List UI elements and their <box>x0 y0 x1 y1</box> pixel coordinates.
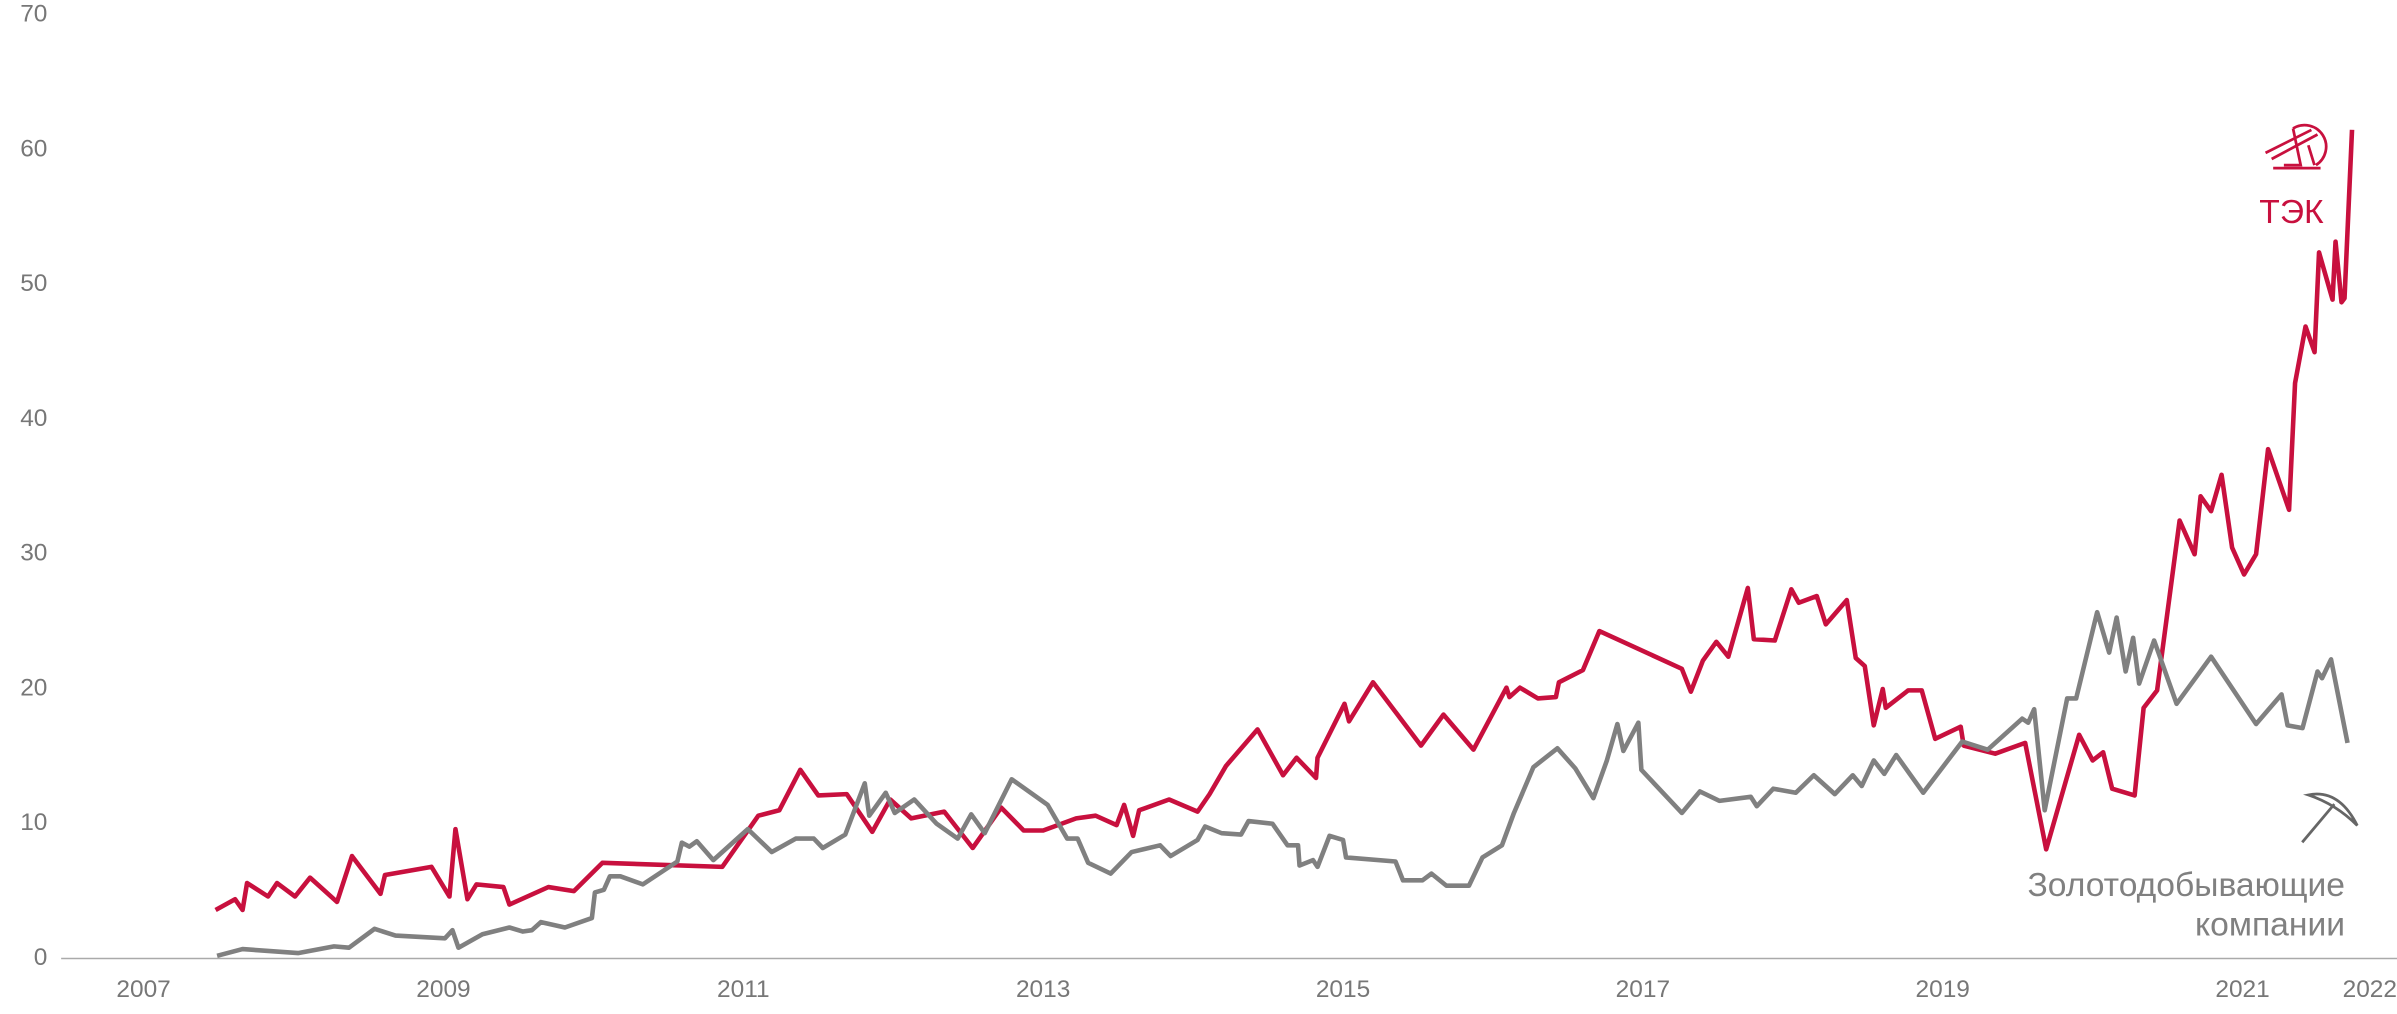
y-tick-label: 20 <box>20 674 47 701</box>
y-tick-label: 0 <box>34 944 48 971</box>
x-tick-label: 2022 <box>2343 976 2397 1003</box>
x-tick-label: 2015 <box>1316 976 1370 1003</box>
series-label: Золотодобывающие компании <box>2027 865 2346 944</box>
x-tick-label: 2007 <box>116 976 170 1003</box>
series-label: ТЭК <box>2259 192 2324 231</box>
y-tick-label: 40 <box>20 405 47 432</box>
series-line <box>214 129 2355 913</box>
x-tick-label: 2017 <box>1616 976 1670 1003</box>
x-tick-label: 2009 <box>416 976 470 1003</box>
oil-icon <box>2264 123 2328 170</box>
y-tick-label: 10 <box>20 809 47 836</box>
pickaxe-icon <box>2301 792 2359 844</box>
x-tick-label: 2011 <box>717 976 770 1003</box>
series-line <box>216 609 2350 959</box>
x-tick-label: 2013 <box>1016 976 1070 1003</box>
x-tick-label: 2021 <box>2215 976 2269 1003</box>
y-tick-label: 50 <box>20 270 47 297</box>
y-tick-label: 60 <box>20 135 47 162</box>
x-tick-label: 2019 <box>1916 976 1970 1003</box>
y-tick-label: 30 <box>20 540 47 567</box>
y-tick-label: 70 <box>20 1 47 28</box>
